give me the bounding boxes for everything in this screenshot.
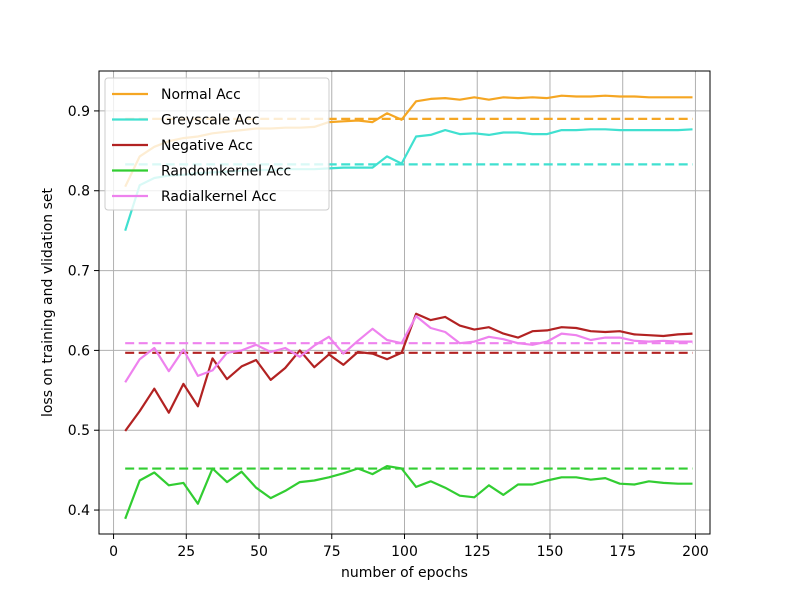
y-tick-label: 0.5 — [68, 423, 90, 439]
legend-label-normal-acc: Normal Acc — [161, 87, 241, 103]
legend-label-greyscale-acc: Greyscale Acc — [161, 113, 259, 129]
legend-label-radialkernel-acc: Radialkernel Acc — [161, 189, 277, 205]
y-tick-label: 0.9 — [68, 104, 90, 120]
legend: Normal Acc Greyscale Acc Negative Acc Rando… — [104, 77, 330, 211]
x-tick-label: 150 — [537, 544, 564, 560]
y-axis-ticks: 0.4 0.5 0.6 0.7 0.8 0.9 — [68, 104, 99, 519]
legend-label-negative-acc: Negative Acc — [161, 138, 253, 154]
y-axis-label: loss on training and vlidation set — [40, 187, 56, 417]
legend-label-randomkernel-acc: Randomkernel Acc — [161, 164, 291, 180]
x-tick-label: 100 — [391, 544, 418, 560]
randomkernel-acc-line — [124, 465, 693, 520]
x-tick-label: 50 — [250, 544, 268, 560]
x-tick-label: 75 — [323, 544, 341, 560]
negative-acc-line — [124, 312, 693, 432]
x-tick-label: 125 — [464, 544, 491, 560]
y-tick-label: 0.6 — [68, 343, 90, 359]
y-tick-label: 0.8 — [68, 184, 90, 200]
x-tick-label: 175 — [609, 544, 636, 560]
y-tick-label: 0.4 — [68, 503, 90, 519]
radialkernel-acc-line — [124, 315, 693, 383]
x-axis-label: number of epochs — [341, 565, 468, 581]
y-tick-label: 0.7 — [68, 264, 90, 280]
x-tick-label: 200 — [682, 544, 709, 560]
x-tick-label: 25 — [177, 544, 195, 560]
legend-box — [104, 77, 330, 211]
x-axis-ticks: 0 25 50 75 100 125 150 175 200 — [109, 534, 709, 560]
x-tick-label: 0 — [109, 544, 118, 560]
